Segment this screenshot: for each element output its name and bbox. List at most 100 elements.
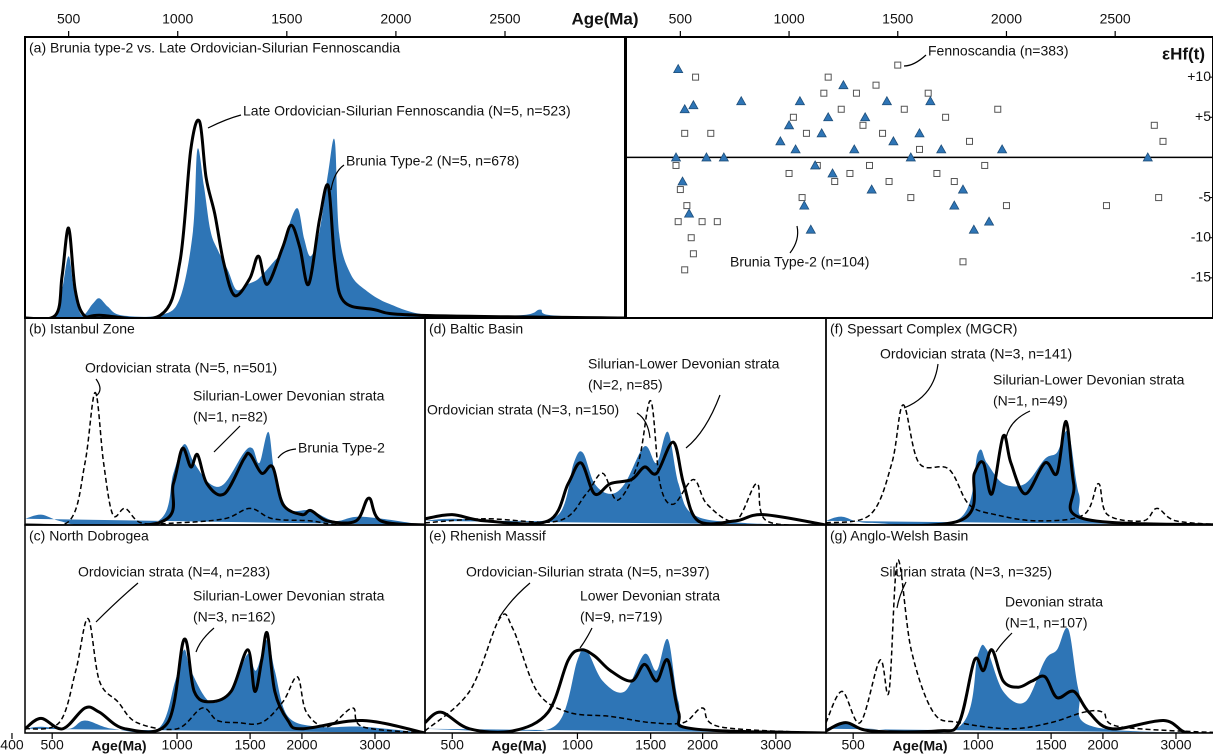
square-point xyxy=(785,169,793,177)
density-curve xyxy=(826,419,1213,525)
triangle-point xyxy=(790,144,801,154)
y-axis-label: εHf(t) xyxy=(1162,44,1205,63)
x-axis-label: Age(Ma) xyxy=(892,738,947,754)
panel xyxy=(826,404,1213,525)
square-point xyxy=(681,129,689,137)
panel xyxy=(25,391,425,525)
density-curve xyxy=(25,630,425,733)
leader-line xyxy=(995,632,1013,653)
leader-line xyxy=(277,448,297,459)
square-point xyxy=(713,218,721,226)
square-point xyxy=(942,113,950,121)
panel xyxy=(826,559,1213,733)
density-curve xyxy=(25,617,425,733)
annotation: Lower Devonian strata xyxy=(580,588,720,604)
x-axis-label: Age(Ma) xyxy=(491,738,546,754)
square-point xyxy=(981,161,989,169)
annotation: Silurian strata (N=3, n=325) xyxy=(880,564,1052,580)
square-point xyxy=(966,137,974,145)
square-point xyxy=(698,218,706,226)
panel xyxy=(25,118,625,318)
square-point xyxy=(692,73,700,81)
square-point xyxy=(1002,202,1010,210)
density-curve xyxy=(425,400,826,525)
annotation: Ordovician strata (N=5, n=501) xyxy=(85,360,277,376)
density-curve xyxy=(826,648,1213,733)
triangle-point xyxy=(996,144,1008,154)
square-point xyxy=(707,129,715,137)
x-axis-label: Age(Ma) xyxy=(91,738,146,754)
triangle-point xyxy=(670,152,682,162)
square-point xyxy=(907,194,915,202)
density-curve xyxy=(425,638,826,733)
leader-line xyxy=(903,54,927,67)
square-point xyxy=(1155,194,1163,202)
square-point xyxy=(802,129,810,137)
triangle-point xyxy=(718,152,730,162)
triangle-point xyxy=(827,168,838,178)
square-point xyxy=(959,258,967,266)
annotation: Brunia Type-2 (N=5, n=678) xyxy=(346,153,519,169)
triangle-point xyxy=(799,200,810,210)
density-curve xyxy=(425,431,826,525)
leader-line xyxy=(579,627,593,649)
leader-line xyxy=(636,412,651,439)
triangle-point xyxy=(905,152,916,162)
triangle-point xyxy=(688,99,699,110)
square-point xyxy=(820,89,828,97)
square-point xyxy=(852,89,860,97)
leader-line xyxy=(95,378,101,397)
panel-border xyxy=(825,524,1213,734)
leader-line xyxy=(195,627,215,653)
x-axis-label: Age(Ma) xyxy=(571,9,638,28)
triangle-point xyxy=(823,111,834,122)
annotation: Silurian-Lower Devonian strata xyxy=(193,588,385,604)
annotation: Silurian-Lower Devonian strata xyxy=(588,356,780,372)
y-tick-label: -5 xyxy=(1199,188,1212,204)
leader-line xyxy=(95,582,139,623)
triangle-point xyxy=(838,79,849,90)
x-tick-label: 1000 xyxy=(962,737,993,753)
annotation: Ordovician strata (N=3, n=150) xyxy=(427,402,619,418)
annotation: (N=1, n=107) xyxy=(1005,615,1088,631)
x-tick-label: 1500 xyxy=(235,737,266,753)
density-curve xyxy=(826,430,1213,525)
square-point xyxy=(872,81,880,89)
square-point xyxy=(924,89,932,97)
triangle-point xyxy=(683,208,695,218)
panel-title: (d) Baltic Basin xyxy=(429,321,523,337)
x-tick-label: 1000 xyxy=(161,737,192,753)
x-tick-label: 2000 xyxy=(1087,737,1118,753)
annotation: Ordovician strata (N=3, n=141) xyxy=(880,346,1072,362)
x-tick-label: 500 xyxy=(57,11,81,27)
leader-line xyxy=(789,225,799,254)
square-point xyxy=(789,113,797,121)
y-tick-label: +5 xyxy=(1195,108,1211,124)
square-point xyxy=(859,121,867,129)
leader-line xyxy=(207,114,242,129)
x-tick-label: 1500 xyxy=(635,737,666,753)
square-point xyxy=(676,186,684,194)
square-point xyxy=(950,178,958,186)
panel-title: (b) Istanbul Zone xyxy=(29,321,135,337)
panel xyxy=(425,400,826,525)
square-point xyxy=(672,161,680,169)
panel-title: (g) Anglo-Welsh Basin xyxy=(830,528,968,544)
density-curve xyxy=(425,648,826,733)
x-tick-label: 1000 xyxy=(562,737,593,753)
x-tick-label: 2000 xyxy=(380,11,411,27)
triangle-point xyxy=(957,184,969,194)
triangle-point xyxy=(809,160,821,170)
density-curve xyxy=(25,118,625,318)
annotation: (N=1, n=49) xyxy=(993,393,1068,409)
panel xyxy=(626,61,1213,274)
annotation: Brunia Type-2 (n=104) xyxy=(730,254,869,270)
square-point xyxy=(916,145,923,153)
panel-title: (e) Rhenish Massif xyxy=(429,528,546,544)
annotation: Fennoscandia (n=383) xyxy=(928,43,1069,59)
panel-title: (c) North Dobrogea xyxy=(29,528,149,544)
x-tick-label: 2500 xyxy=(489,11,520,27)
leader-line xyxy=(896,581,907,609)
square-point xyxy=(689,250,697,258)
triangle-point xyxy=(881,95,893,106)
